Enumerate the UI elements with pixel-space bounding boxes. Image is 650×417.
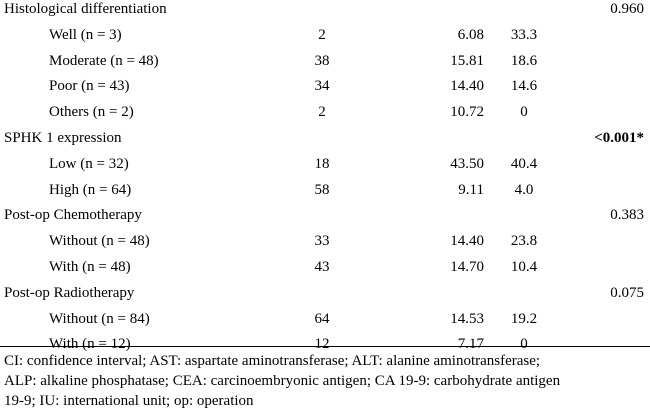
footnote-line: ALP: alkaline phosphatase; CEA: carcinoe… [4, 373, 561, 389]
median-cell: 14.70 [450, 259, 484, 275]
median-cell: 7.17 [457, 336, 484, 353]
table-row: With (n = 12) 12 7.17 0 [0, 331, 650, 357]
count-cell: 12 [314, 336, 330, 353]
rate-cell: 14.6 [510, 78, 538, 95]
group-label: SPHK 1 expression [4, 130, 122, 146]
count-cell: 33 [314, 233, 330, 250]
rate-cell: 0 [520, 336, 528, 353]
table-row: Without (n = 84) 64 14.53 19.2 [0, 306, 650, 332]
rate-cell: 40.4 [510, 155, 538, 172]
table-row: Low (n = 32) 18 43.50 40.4 [0, 151, 650, 177]
footnote-line: CI: confidence interval; AST: aspartate … [4, 353, 541, 369]
p-value: 0.960 [610, 1, 644, 17]
count-cell: 18 [314, 155, 330, 172]
table-row: With (n = 48) 43 14.70 10.4 [0, 254, 650, 280]
row-label: Without (n = 84) [49, 310, 150, 327]
p-value: <0.001* [594, 130, 644, 146]
group-label: Post-op Chemotherapy [4, 207, 142, 224]
count-cell: 64 [314, 310, 330, 327]
median-cell: 14.40 [450, 78, 484, 95]
rate-cell: 10.4 [510, 259, 538, 275]
count-cell: 58 [314, 181, 330, 198]
table-row: High (n = 64) 58 9.11 4.0 [0, 177, 650, 203]
row-label: High (n = 64) [49, 181, 132, 198]
row-label: With (n = 12) [49, 336, 131, 353]
rate-cell: 33.3 [510, 26, 538, 43]
count-cell: 43 [314, 259, 330, 275]
row-label: Well (n = 3) [49, 26, 122, 43]
row-label: Moderate (n = 48) [49, 52, 159, 69]
p-value: 0.075 [610, 284, 644, 301]
median-cell: 6.08 [457, 26, 484, 43]
group-label: Histological differentiation [4, 1, 167, 17]
table-row: Moderate (n = 48) 38 15.81 18.6 [0, 48, 650, 74]
table-group-row: Histological differentiation 0.960 [0, 0, 650, 22]
table-footnote: CI: confidence interval; AST: aspartate … [4, 351, 646, 411]
table-group-row: SPHK 1 expression <0.001* [0, 125, 650, 151]
table-row: Others (n = 2) 2 10.72 0 [0, 99, 650, 125]
table-group-row: Post-op Chemotherapy 0.383 [0, 202, 650, 228]
table-group-row: Post-op Radiotherapy 0.075 [0, 280, 650, 306]
count-cell: 2 [318, 26, 326, 43]
rate-cell: 4.0 [514, 181, 534, 198]
count-cell: 2 [318, 104, 326, 121]
footnote-line: 19-9; IU: international unit; op: operat… [4, 393, 254, 409]
table-row: Without (n = 48) 33 14.40 23.8 [0, 228, 650, 254]
row-label: Low (n = 32) [49, 155, 129, 172]
median-cell: 14.53 [450, 310, 484, 327]
table-row: Well (n = 3) 2 6.08 33.3 [0, 22, 650, 48]
median-cell: 9.11 [458, 181, 484, 198]
rate-cell: 23.8 [510, 233, 538, 250]
median-cell: 14.40 [450, 233, 484, 250]
rate-cell: 18.6 [510, 52, 538, 69]
group-label: Post-op Radiotherapy [4, 284, 135, 301]
table-bottom-rule [0, 346, 650, 347]
p-value: 0.383 [610, 207, 644, 224]
row-label: Poor (n = 43) [49, 78, 130, 95]
row-label: With (n = 48) [49, 259, 131, 275]
table-row: Poor (n = 43) 34 14.40 14.6 [0, 73, 650, 99]
count-cell: 34 [314, 78, 330, 95]
row-label: Without (n = 48) [49, 233, 150, 250]
rate-cell: 19.2 [510, 310, 538, 327]
rate-cell: 0 [520, 104, 528, 121]
row-label: Others (n = 2) [49, 104, 134, 121]
count-cell: 38 [314, 52, 330, 69]
median-cell: 15.81 [450, 52, 484, 69]
median-cell: 43.50 [450, 155, 484, 172]
median-cell: 10.72 [450, 104, 484, 121]
